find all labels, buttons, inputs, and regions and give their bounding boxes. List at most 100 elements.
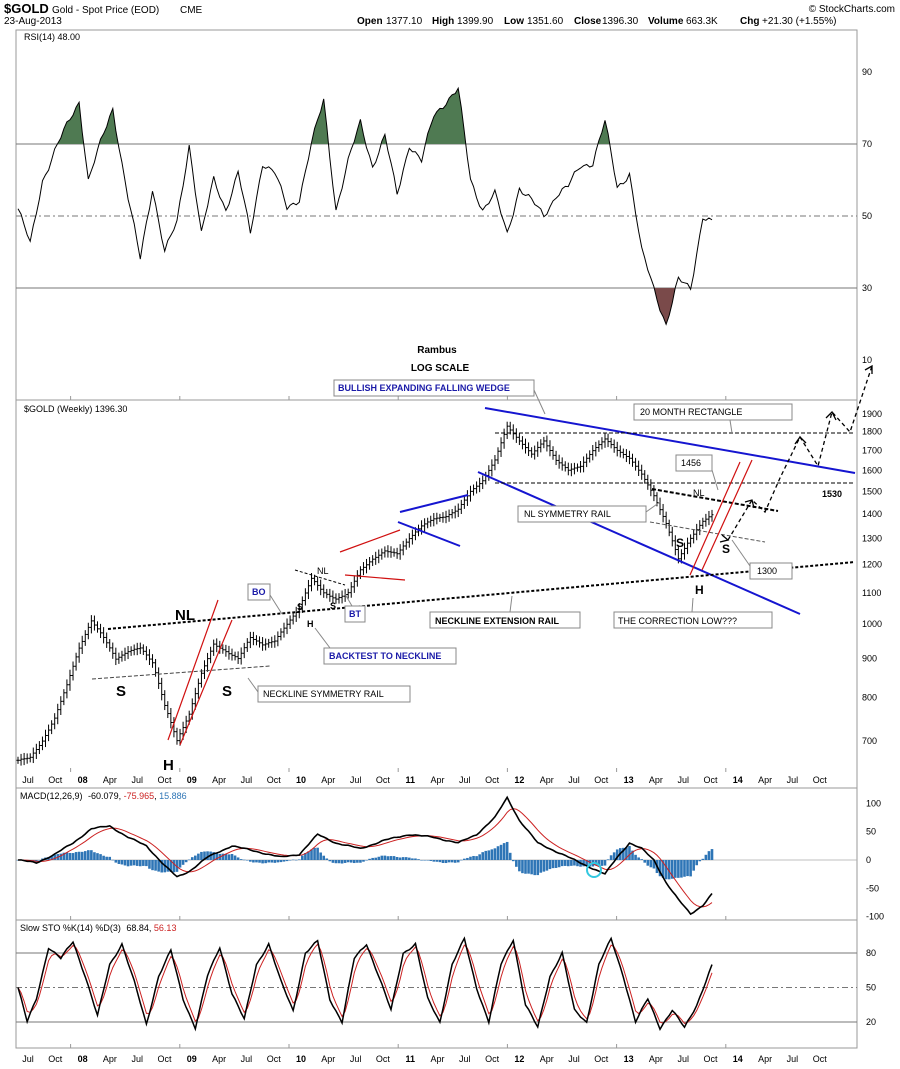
macd-hist-bar: [505, 841, 509, 860]
macd-hist-bar: [466, 857, 469, 860]
neckline-symmetry-rail: [91, 665, 271, 680]
x-tick-label: Oct: [703, 1054, 718, 1064]
x-tick-label: Jul: [787, 1054, 799, 1064]
neckline-ext-annotation: NECKLINE EXTENSION RAIL: [435, 616, 560, 626]
macd-hist-bar: [53, 854, 56, 860]
price-bar: [276, 631, 280, 647]
price-bar: [441, 512, 445, 523]
rsi-tick-50: 50: [862, 211, 872, 221]
price-bar: [563, 461, 567, 472]
price-bar: [221, 644, 225, 654]
macd-hist-bar: [108, 856, 112, 860]
price-bar: [631, 453, 635, 467]
macd-hist-bar: [172, 860, 176, 873]
macd-hist-bar: [533, 860, 536, 876]
open-label: Open: [357, 16, 383, 27]
macd-hist-bar: [68, 852, 72, 860]
macd-hist-bar: [334, 860, 338, 864]
macd-hist-bar: [83, 851, 87, 860]
price-bar: [291, 611, 295, 625]
price-bar: [261, 637, 265, 651]
projection-path: [727, 365, 873, 541]
price-bar: [395, 547, 399, 559]
channel-bottom-line: [397, 521, 461, 547]
price-bar: [352, 575, 356, 593]
price-bar: [383, 546, 387, 558]
macd-hist-bar: [212, 852, 215, 860]
price-bar: [377, 549, 381, 564]
high-label: High: [432, 16, 454, 27]
price-label: $GOLD (Weekly) 1396.30: [24, 404, 127, 414]
macd-tick--100: -100: [866, 912, 884, 922]
price-bar: [627, 450, 631, 465]
arrowhead-5: [719, 534, 730, 543]
price-bar: [355, 570, 359, 587]
price-bar: [34, 743, 38, 759]
x-tick-label: Apr: [321, 775, 335, 785]
price-bar: [487, 465, 491, 481]
x-tick-label: Oct: [48, 775, 63, 785]
macd-hist-bar: [325, 858, 329, 860]
macd-hist-bar: [340, 860, 344, 864]
macd-hist-bar: [689, 860, 692, 877]
macd-hist-bar: [87, 850, 90, 860]
macd-hist-bar: [65, 852, 69, 860]
red-rail-2a: [339, 529, 401, 553]
price-bar: [536, 441, 540, 457]
price-bar: [47, 724, 51, 742]
price-bar: [643, 470, 647, 484]
price-bar: [557, 454, 561, 469]
macd-hist-value: 15.886: [159, 791, 187, 801]
macd-tick-50: 50: [866, 827, 876, 837]
macd-hist-bar: [62, 852, 66, 860]
low-label: Low: [504, 16, 524, 27]
price-bar: [245, 638, 249, 652]
price-bar: [423, 518, 427, 532]
credit: © StockCharts.com: [809, 4, 895, 15]
price-bar: [144, 646, 148, 661]
macd-hist-bar: [166, 860, 170, 872]
price-bar: [151, 654, 155, 668]
price-bar: [92, 615, 96, 631]
macd-hist-bar: [178, 860, 182, 868]
price-tick-1600: 1600: [862, 465, 882, 475]
price-bar: [65, 679, 69, 699]
x-tick-label: Jul: [241, 775, 253, 785]
price-bar: [114, 647, 118, 666]
volume-value: 663.3K: [686, 16, 718, 27]
macd-panel-frame: [15, 787, 858, 921]
wedge-annotation: BULLISH EXPANDING FALLING WEDGE: [338, 383, 510, 393]
x-tick-label: 13: [624, 1054, 634, 1064]
macd-hist-bar: [105, 856, 108, 860]
macd-hist-bar: [331, 860, 335, 863]
macd-hist-bar: [365, 860, 368, 861]
price-bar: [462, 495, 466, 509]
red-rail-2b: [344, 574, 406, 581]
macd-hist-bar: [160, 860, 163, 873]
price-bar: [325, 588, 329, 599]
macd-signal-value: -75.965: [124, 791, 155, 801]
x-tick-label: Jul: [131, 775, 143, 785]
price-bar: [147, 649, 151, 666]
macd-hist-bar: [683, 860, 686, 877]
macd-hist-bar: [408, 857, 411, 860]
price-tick-1900: 1900: [862, 409, 882, 419]
macd-hist-bar: [615, 849, 619, 860]
x-tick-label: Jul: [459, 1054, 471, 1064]
macd-hist-bar: [194, 855, 197, 860]
red-rail-3a: [689, 461, 741, 576]
macd-hist-bar: [628, 846, 631, 860]
x-tick-label: Jul: [677, 775, 689, 785]
price-bar: [530, 447, 534, 458]
red-rail-1a: [167, 599, 219, 741]
x-tick-label: Jul: [241, 1054, 253, 1064]
price-bar: [551, 446, 555, 460]
price-bar: [108, 639, 112, 652]
macd-hist-bar: [270, 860, 274, 863]
rsi-line: [17, 86, 713, 326]
macd-hist-bar: [206, 851, 209, 860]
x-tick-label: Apr: [103, 775, 117, 785]
pattern-s-left: S: [116, 683, 126, 700]
x-tick-label: Oct: [376, 1054, 391, 1064]
macd-hist-bar: [356, 860, 359, 863]
